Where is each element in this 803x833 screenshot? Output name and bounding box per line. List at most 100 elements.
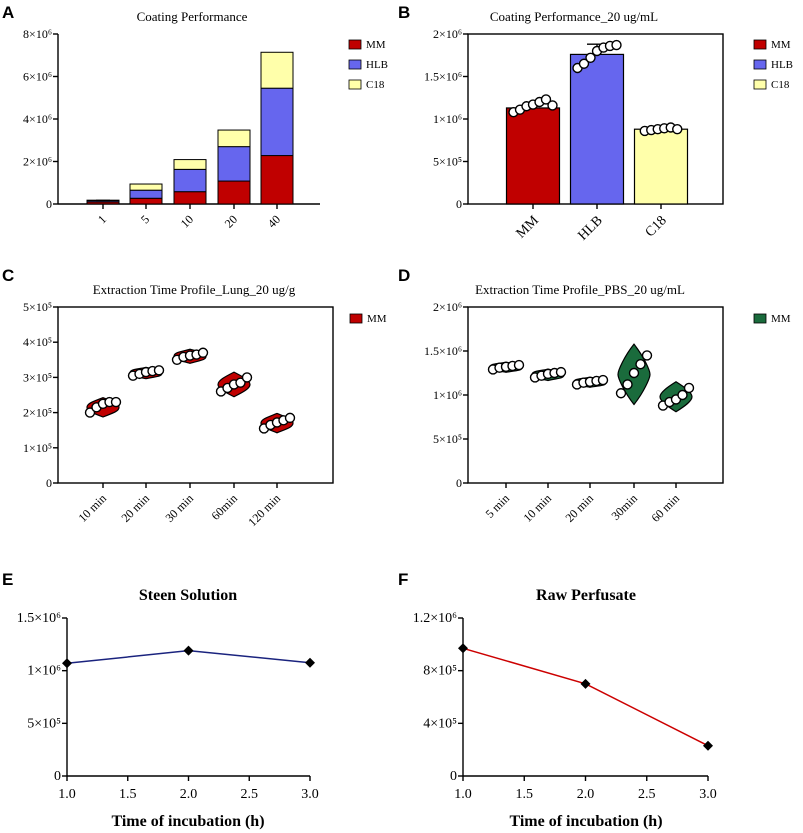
panel-b-legend-swatch — [753, 79, 767, 90]
panel-f-marker — [580, 678, 591, 689]
panel-d-ytick-label: 0 — [456, 476, 462, 490]
panel-c-ytick-label: 4×10⁵ — [23, 335, 52, 349]
panel-c-ytick-label: 5×10⁵ — [23, 300, 52, 314]
panel-e-ytick-label: 1.5×10⁶ — [17, 611, 61, 626]
panel-f-marker — [703, 740, 713, 751]
plot-layer: 0 2×10⁶ 4×10⁶ 6×10⁶ 8×10⁶ 1 5 10 20 40 MM HLB C18 0 5×… — [17, 27, 793, 802]
panel-c-point — [241, 372, 253, 383]
panel-d-point — [628, 367, 640, 379]
panel-b-point — [578, 58, 590, 69]
panel-e-xlabel: Time of incubation (h) — [111, 813, 264, 830]
panel-c-point — [153, 365, 165, 376]
panel-e-marker — [62, 658, 72, 669]
panel-a-bar-mm — [173, 191, 207, 205]
panel-d-xtick-label: 5 min — [483, 491, 512, 520]
panel-f-ytick-label: 0 — [450, 769, 457, 784]
panel-a-ytick-label: 8×10⁶ — [23, 27, 52, 41]
panel-a-xtick-label: 5 — [138, 212, 152, 226]
panel-b-ytick-label: 2×10⁶ — [433, 27, 462, 41]
panel-c-legend-swatch — [349, 313, 363, 324]
panel-d-ytick-label: 1.5×10⁶ — [424, 344, 462, 358]
panel-f-xtick-label: 2.0 — [577, 787, 595, 802]
panel-letter-c: C — [2, 266, 14, 285]
panel-e-marker — [305, 657, 315, 668]
panel-e-title: Steen Solution — [139, 587, 237, 604]
panel-b-ytick-label: 1×10⁶ — [433, 112, 462, 126]
panel-f-xtick-label: 3.0 — [699, 787, 717, 802]
panel-a-ytick-label: 2×10⁶ — [23, 155, 52, 169]
panel-b-legend-label: C18 — [771, 79, 790, 91]
panel-d-point — [635, 359, 646, 370]
panel-a-ytick-label: 6×10⁶ — [23, 70, 52, 84]
panel-a-ytick-label: 0 — [46, 197, 52, 211]
panel-d-point — [555, 366, 567, 378]
panel-b-legend-swatch — [753, 59, 767, 70]
panel-d-point — [597, 374, 609, 386]
panel-f-ytick-label: 4×10⁵ — [423, 716, 457, 731]
panel-a-bar-hlb — [173, 168, 207, 193]
panel-d-legend-swatch — [753, 313, 767, 324]
panel-c-ytick-label: 2×10⁵ — [23, 406, 52, 420]
panel-c-point — [284, 412, 296, 424]
panel-letter-a: A — [2, 3, 14, 22]
panel-d-xtick-label: 10 min — [520, 491, 554, 525]
panel-d-xtick-label: 20 min — [562, 491, 596, 525]
panel-b-legend-swatch — [753, 39, 767, 50]
panel-a-ytick-label: 4×10⁶ — [23, 112, 52, 126]
panel-d-point — [622, 379, 633, 390]
panel-a-xtick-label: 20 — [222, 212, 240, 230]
panel-b-xtick-label: C18 — [643, 213, 670, 240]
panel-b-point — [547, 100, 558, 111]
panel-a-legend-label: C18 — [366, 79, 385, 91]
panel-a-bar-c18 — [129, 183, 163, 191]
panel-a-bar-hlb — [260, 87, 294, 157]
panel-d-ytick-label: 1×10⁶ — [433, 388, 462, 402]
panel-c-xtick-label: 20 min — [118, 491, 152, 525]
panel-e-xtick-label: 2.0 — [180, 787, 198, 802]
panel-b-ytick-label: 1.5×10⁶ — [424, 70, 462, 84]
panel-e-ytick-label: 1×10⁶ — [27, 664, 61, 679]
panel-f-xtick-label: 2.5 — [638, 787, 656, 802]
panel-a-bar-mm — [217, 180, 251, 205]
panel-e-ytick-label: 5×10⁵ — [27, 716, 61, 731]
panel-e-xtick-label: 1.5 — [119, 787, 137, 802]
panel-d-point — [513, 359, 525, 371]
panel-a-bar-mm — [260, 155, 294, 205]
panel-b-xtick-label: HLB — [575, 213, 605, 243]
panel-d-ytick-label: 5×10⁵ — [433, 432, 462, 446]
panel-b-legend-label: HLB — [771, 59, 793, 71]
panel-e-xtick-label: 2.5 — [241, 787, 259, 802]
panel-d-xtick-label: 30min — [609, 491, 641, 523]
panel-f-ytick-label: 1.2×10⁶ — [413, 611, 457, 626]
panel-letter-f: F — [398, 570, 408, 589]
panel-f-xtick-label: 1.5 — [516, 787, 534, 802]
panel-d-title: Extraction Time Profile_PBS_20 ug/mL — [475, 282, 685, 297]
panel-b-bar-hlb — [569, 53, 625, 205]
panel-c-xtick-label: 60min — [209, 491, 241, 523]
panel-a-legend-label: HLB — [366, 59, 388, 71]
panel-d-point — [683, 382, 695, 394]
panel-a-xtick-label: 40 — [265, 212, 283, 230]
panel-f-series-line — [462, 647, 709, 747]
panel-a-legend-swatch — [348, 39, 362, 50]
panel-e-xtick-label: 1.0 — [58, 787, 76, 802]
panel-f-title: Raw Perfusate — [536, 587, 636, 604]
panel-letter-d: D — [398, 266, 410, 285]
panel-d-point — [677, 389, 688, 401]
panel-c-xtick-label: 10 min — [75, 491, 109, 525]
panel-e-xtick-label: 3.0 — [301, 787, 319, 802]
panel-a-xtick-label: 10 — [178, 212, 196, 230]
panel-a-bar-hlb — [129, 189, 163, 199]
panel-a-bar-c18 — [217, 129, 251, 148]
panel-a-bar-hlb — [217, 146, 251, 182]
panel-c-point — [110, 396, 122, 408]
panel-b-point — [585, 52, 596, 63]
panel-b-point — [672, 123, 683, 135]
panel-f-xtick-label: 1.0 — [454, 787, 472, 802]
panel-c-xtick-label: 30 min — [162, 491, 196, 525]
panel-a-legend-label: MM — [366, 39, 386, 51]
panel-c-legend-label: MM — [367, 313, 387, 325]
panel-c-ytick-label: 3×10⁵ — [23, 370, 52, 384]
panel-c-point — [197, 347, 209, 358]
